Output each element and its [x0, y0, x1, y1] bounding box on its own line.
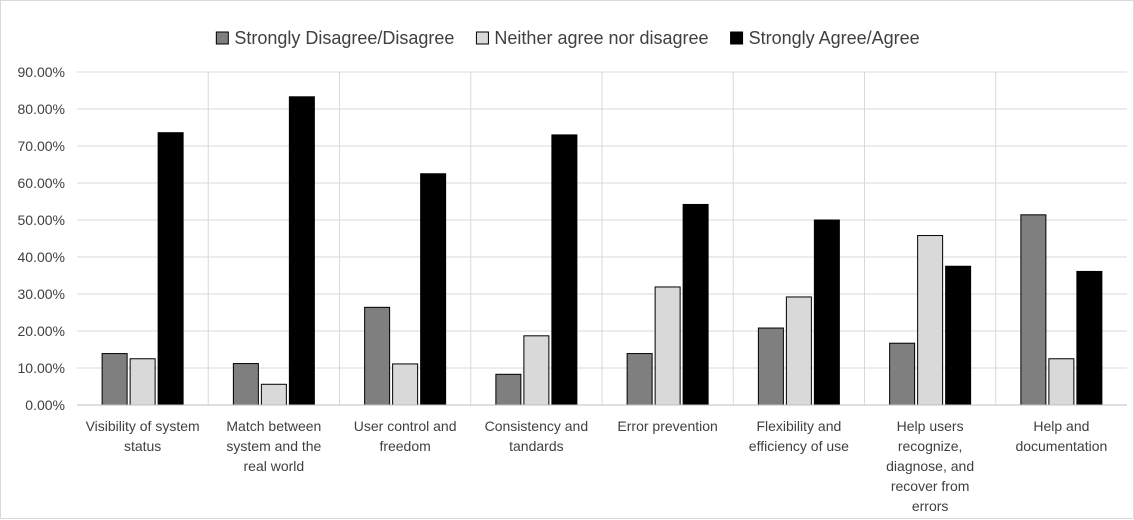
- bars: [101, 96, 1103, 406]
- gridlines: [77, 71, 1127, 405]
- bar-disagree: [495, 373, 522, 406]
- bar-neutral: [392, 363, 419, 406]
- y-tick-label: 30.00%: [18, 286, 65, 302]
- y-tick-label: 0.00%: [25, 397, 65, 413]
- legend-label: Neither agree nor disagree: [494, 28, 708, 48]
- x-category-label: Error prevention: [617, 418, 717, 434]
- bar-neutral: [129, 358, 156, 406]
- x-category-label: Flexibility and efficiency of use: [749, 418, 849, 454]
- legend-swatch: [475, 31, 489, 45]
- legend-item-disagree: Strongly Disagree/Disagree: [215, 28, 454, 48]
- bar-disagree: [889, 342, 916, 406]
- y-tick-label: 20.00%: [18, 323, 65, 339]
- y-tick-label: 40.00%: [18, 249, 65, 265]
- bar-disagree: [626, 353, 653, 406]
- x-category-label: Consistency and tandards: [485, 418, 589, 454]
- x-category-label: Help users recognize, diagnose, and recover…: [886, 418, 974, 514]
- x-category-label: Match between system and the real world: [226, 418, 321, 474]
- y-tick-label: 70.00%: [18, 138, 65, 154]
- bar-disagree: [101, 353, 128, 406]
- bar-neutral: [917, 235, 944, 406]
- x-category-label: Visibility of system status: [86, 418, 200, 454]
- axes: 0.00% 10.00% 20.00% 30.00% 40.00% 50.00% 60.00…: [18, 64, 1127, 514]
- bar-disagree: [364, 306, 391, 406]
- bar-neutral: [654, 286, 681, 406]
- bar-agree: [157, 132, 184, 406]
- bar-neutral: [523, 335, 550, 406]
- bar-neutral: [260, 383, 287, 406]
- bar-disagree: [757, 327, 784, 406]
- bar-agree: [813, 219, 840, 406]
- legend-swatch: [215, 31, 229, 45]
- x-category-label: Help and documentation: [1015, 418, 1107, 454]
- bar-agree: [288, 96, 315, 406]
- bar-agree: [551, 134, 578, 406]
- bar-neutral: [1048, 358, 1075, 406]
- legend-label: Strongly Agree/Agree: [749, 28, 920, 48]
- bar-disagree: [232, 363, 259, 406]
- y-tick-label: 60.00%: [18, 175, 65, 191]
- bar-agree: [682, 203, 709, 406]
- x-category-label: User control and freedom: [354, 418, 457, 454]
- bar-disagree: [1020, 214, 1047, 406]
- y-tick-label: 90.00%: [18, 64, 65, 80]
- legend-item-neutral: Neither agree nor disagree: [475, 28, 709, 48]
- bar-agree: [1076, 270, 1103, 406]
- legend: Strongly Disagree/Disagree Neither agree …: [215, 28, 920, 48]
- legend-item-agree: Strongly Agree/Agree: [730, 28, 920, 48]
- bar-neutral: [785, 296, 812, 406]
- bar-agree: [420, 173, 447, 406]
- bar-agree: [945, 265, 972, 406]
- y-tick-label: 50.00%: [18, 212, 65, 228]
- legend-swatch: [730, 31, 744, 45]
- y-tick-label: 80.00%: [18, 101, 65, 117]
- legend-label: Strongly Disagree/Disagree: [234, 28, 454, 48]
- y-tick-label: 10.00%: [18, 360, 65, 376]
